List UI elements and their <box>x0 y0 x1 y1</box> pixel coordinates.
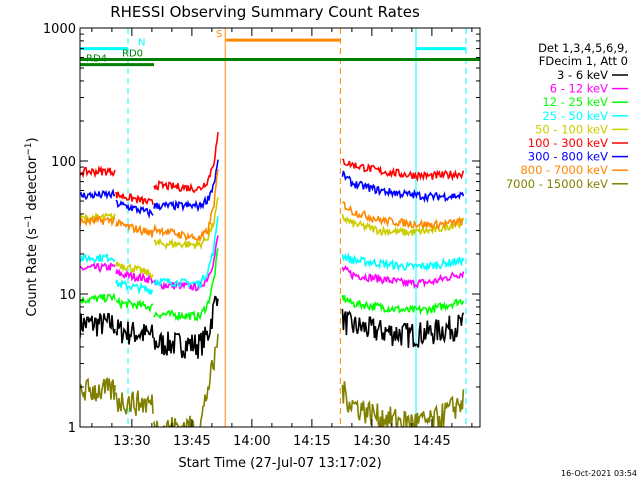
state-label-rd0: RD0 <box>122 48 143 59</box>
series-7000-15000-kev-segment-3 <box>341 381 465 427</box>
legend-entry-1: 6 - 12 keV <box>550 82 608 96</box>
x-tick-label-1: 13:45 <box>173 434 210 449</box>
legend-entry-8: 7000 - 15000 keV <box>506 177 608 191</box>
legend-header-line-1: Det 1,3,4,5,6,9, <box>538 41 628 55</box>
legend: Det 1,3,4,5,6,9, FDecim 1, Att 0 3 - 6 k… <box>506 41 628 191</box>
series-300-800-kev-segment-1 <box>115 199 154 220</box>
legend-entry-3: 25 - 50 keV <box>542 109 608 123</box>
series-6-12-kev-segment-1 <box>115 268 154 285</box>
x-tick-label-0: 13:30 <box>113 434 150 449</box>
series-3-6-kev-segment-3 <box>341 308 465 348</box>
state-label-rd4: RD4 <box>86 54 107 65</box>
x-tick-label-3: 14:15 <box>293 434 330 449</box>
series-6-12-kev-segment-0 <box>80 262 116 274</box>
y-tick-label-1: 10 <box>59 288 76 303</box>
series-50-100-kev-segment-2 <box>153 197 219 251</box>
series-25-50-kev-segment-1 <box>115 278 154 295</box>
series-12-25-kev-segment-0 <box>80 292 116 304</box>
legend-entry-4: 50 - 100 keV <box>535 122 608 136</box>
series-50-100-kev-segment-3 <box>341 213 465 237</box>
series-800-7000-kev-segment-2 <box>153 169 219 243</box>
legend-entry-7: 800 - 7000 keV <box>520 163 608 177</box>
series-50-100-kev-segment-1 <box>115 261 154 280</box>
x-tick-label-4: 14:30 <box>353 434 390 449</box>
series-6-12-kev-segment-2 <box>153 235 219 292</box>
series-12-25-kev-segment-1 <box>115 296 154 314</box>
series-300-800-kev-segment-2 <box>153 159 219 213</box>
series-300-800-kev-segment-0 <box>80 188 116 201</box>
series-7000-15000-kev-segment-0 <box>80 376 116 402</box>
x-axis-label: Start Time (27-Jul-07 13:17:02) <box>178 456 381 471</box>
series-6-12-kev-segment-3 <box>341 265 465 290</box>
footer-timestamp: 16-Oct-2021 03:54 <box>561 469 637 478</box>
legend-entry-6: 300 - 800 keV <box>528 150 608 164</box>
legend-header-line-2: FDecim 1, Att 0 <box>539 54 628 68</box>
state-label-n: N <box>138 38 145 49</box>
series-100-300-kev-segment-1 <box>115 191 154 205</box>
y-tick-label-3: 1000 <box>43 22 76 37</box>
series-25-50-kev-segment-2 <box>153 216 219 290</box>
series-7000-15000-kev-segment-1 <box>115 390 154 416</box>
series-group <box>80 132 465 427</box>
series-800-7000-kev-segment-1 <box>115 218 154 238</box>
legend-entry-2: 12 - 25 keV <box>542 95 608 109</box>
series-3-6-kev-segment-1 <box>115 319 154 345</box>
plot-frame <box>79 27 481 428</box>
series-800-7000-kev-segment-0 <box>80 214 116 227</box>
x-tick-label-2: 14:00 <box>233 434 270 449</box>
series-100-300-kev-segment-0 <box>80 164 116 179</box>
y-tick-label-2: 100 <box>51 155 76 170</box>
series-300-800-kev-segment-3 <box>341 170 465 204</box>
series-50-100-kev-segment-0 <box>80 212 116 225</box>
legend-entry-0: 3 - 6 keV <box>557 68 608 82</box>
series-25-50-kev-segment-3 <box>341 252 465 272</box>
y-axis-label: Count Rate (s−1 detector−1) <box>24 137 40 316</box>
series-3-6-kev-segment-2 <box>153 295 219 359</box>
series-12-25-kev-segment-2 <box>153 248 219 323</box>
chart-title: RHESSI Observing Summary Count Rates <box>110 3 420 21</box>
legend-entry-5: 100 - 300 keV <box>528 136 608 150</box>
x-tick-label-5: 14:45 <box>413 434 450 449</box>
series-3-6-kev-segment-0 <box>80 312 116 339</box>
state-label-s: S <box>216 29 222 40</box>
series-12-25-kev-segment-3 <box>341 295 465 317</box>
series-100-300-kev-segment-3 <box>341 158 465 183</box>
y-tick-label-0: 1 <box>68 421 76 436</box>
plot-area: N S RD0 RD4 1 10 100 1000 13:30 13:45 14:00 14:15 14… <box>43 22 481 449</box>
series-100-300-kev-segment-2 <box>153 132 219 194</box>
series-7000-15000-kev-segment-2 <box>153 333 219 427</box>
series-800-7000-kev-segment-3 <box>342 201 464 233</box>
series-25-50-kev-segment-0 <box>80 253 116 264</box>
